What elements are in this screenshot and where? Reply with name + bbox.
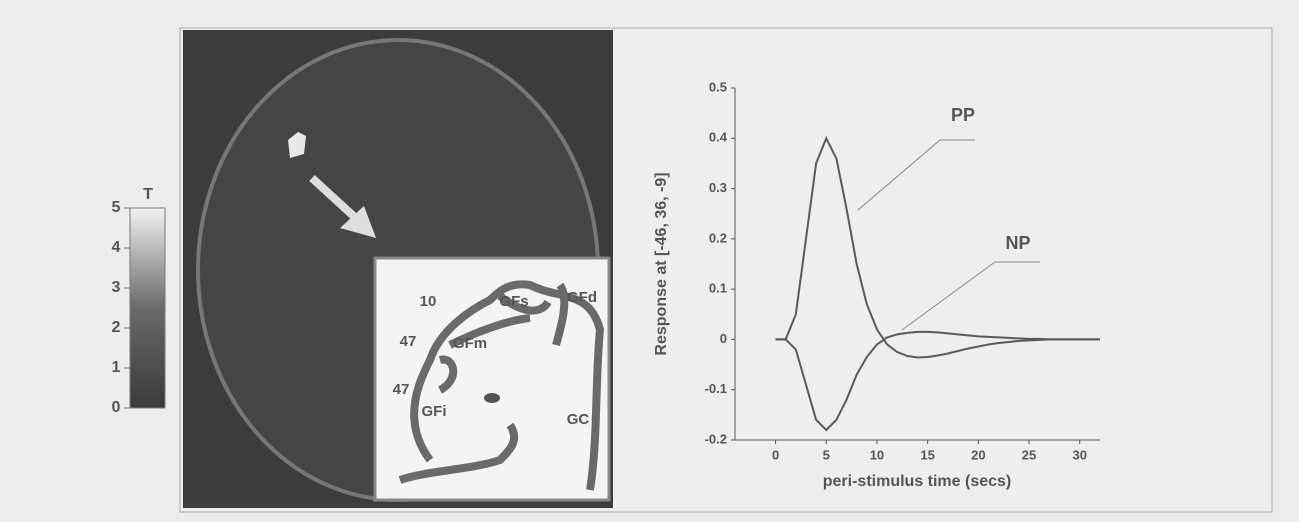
inset-label: 47 [400,333,417,350]
y-tick-label: -0.2 [705,431,727,446]
x-tick-label: 15 [920,447,934,462]
x-tick-label: 30 [1072,447,1086,462]
x-tick-label: 25 [1022,447,1036,462]
inset-blob [484,393,500,403]
y-tick-label: 0.2 [709,230,727,245]
x-tick-label: 5 [823,447,830,462]
series-annotation: NP [1005,233,1030,253]
colorbar-tick-label: 5 [112,199,121,216]
colorbar-tick-label: 2 [112,319,121,336]
colorbar-tick-label: 4 [112,239,121,256]
x-axis-label: peri-stimulus time (secs) [823,473,1012,490]
colorbar [130,208,165,408]
inset-label: GFi [422,403,447,420]
x-tick-label: 0 [772,447,779,462]
inset-label: GFm [453,335,487,352]
y-tick-label: -0.1 [705,381,727,396]
inset-label: 10 [420,293,437,310]
figure: T peri-stimulus time (secs) Response at … [0,0,1299,517]
y-tick-label: 0.1 [709,281,727,296]
y-axis-label: Response at [-46, 36, -9] [653,172,670,355]
x-tick-label: 10 [870,447,884,462]
inset-label: GFd [567,289,597,306]
colorbar-label: T [143,186,153,203]
colorbar-tick-label: 1 [112,359,121,376]
inset-label: GFs [499,293,528,310]
y-tick-label: 0 [720,331,727,346]
colorbar-tick-label: 0 [112,399,121,416]
inset-label: 47 [393,381,410,398]
inset-label: GC [567,411,590,428]
y-tick-label: 0.5 [709,79,727,94]
y-tick-label: 0.4 [709,130,728,145]
page: T peri-stimulus time (secs) Response at … [0,0,1299,522]
series-annotation: PP [951,105,975,125]
colorbar-tick-label: 3 [112,279,121,296]
x-tick-label: 20 [971,447,985,462]
y-tick-label: 0.3 [709,180,727,195]
